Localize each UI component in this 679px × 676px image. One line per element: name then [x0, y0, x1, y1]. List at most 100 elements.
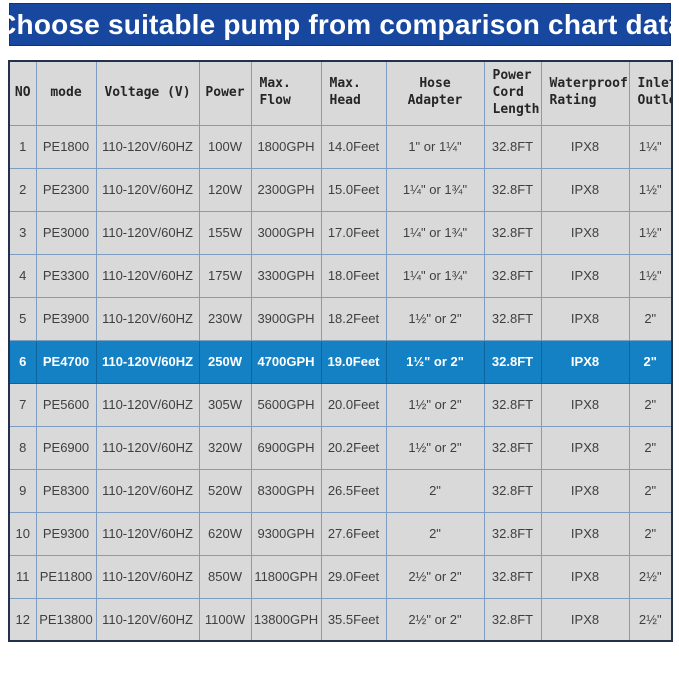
cell-power: 850W: [198, 554, 252, 599]
table-row: 2 PE2300 110-120V/60HZ 120W 2300GPH 15.0Feet 1…: [8, 167, 673, 212]
cell-voltage: 110-120V/60HZ: [95, 468, 200, 513]
cell-inlet_outlet: 1½": [628, 253, 673, 298]
cell-hose_adapter: 1½" or 2": [385, 382, 485, 427]
cell-inlet_outlet: 1½": [628, 210, 673, 255]
cell-no: 7: [8, 382, 37, 427]
cell-mode: PE11800: [35, 554, 97, 599]
cell-cord_length: 32.8FT: [483, 167, 542, 212]
column-header-mode: mode: [35, 60, 97, 126]
cell-hose_adapter: 1¼" or 1¾": [385, 167, 485, 212]
cell-mode: PE2300: [35, 167, 97, 212]
cell-max_head: 20.0Feet: [320, 382, 387, 427]
cell-inlet_outlet: 2½": [628, 597, 673, 642]
cell-inlet_outlet: 2": [628, 296, 673, 341]
cell-no: 6: [8, 339, 37, 384]
cell-power: 620W: [198, 511, 252, 556]
cell-mode: PE5600: [35, 382, 97, 427]
column-header-max_flow: Max. Flow: [250, 60, 322, 126]
cell-cord_length: 32.8FT: [483, 253, 542, 298]
cell-max_flow: 6900GPH: [250, 425, 322, 470]
cell-no: 4: [8, 253, 37, 298]
cell-cord_length: 32.8FT: [483, 382, 542, 427]
cell-hose_adapter: 2": [385, 468, 485, 513]
cell-waterproof: IPX8: [540, 425, 630, 470]
cell-power: 175W: [198, 253, 252, 298]
cell-power: 155W: [198, 210, 252, 255]
cell-hose_adapter: 1" or 1¼": [385, 124, 485, 169]
cell-mode: PE9300: [35, 511, 97, 556]
cell-no: 8: [8, 425, 37, 470]
cell-voltage: 110-120V/60HZ: [95, 167, 200, 212]
cell-cord_length: 32.8FT: [483, 597, 542, 642]
table-row: 3 PE3000 110-120V/60HZ 155W 3000GPH 17.0Feet 1…: [8, 210, 673, 255]
cell-max_flow: 4700GPH: [250, 339, 322, 384]
cell-no: 1: [8, 124, 37, 169]
cell-cord_length: 32.8FT: [483, 511, 542, 556]
cell-max_head: 17.0Feet: [320, 210, 387, 255]
cell-hose_adapter: 2": [385, 511, 485, 556]
cell-max_flow: 3300GPH: [250, 253, 322, 298]
table-row: 4 PE3300 110-120V/60HZ 175W 3300GPH 18.0Feet 1…: [8, 253, 673, 298]
cell-max_head: 18.2Feet: [320, 296, 387, 341]
page-title: Choose suitable pump from comparison cha…: [0, 8, 679, 40]
column-header-waterproof: Waterproof Rating: [540, 60, 630, 126]
pump-comparison-table: NO mode Voltage (V) Power Max. Flow Max. Head…: [8, 60, 673, 642]
cell-inlet_outlet: 1¼": [628, 124, 673, 169]
cell-voltage: 110-120V/60HZ: [95, 253, 200, 298]
cell-waterproof: IPX8: [540, 554, 630, 599]
cell-power: 120W: [198, 167, 252, 212]
cell-power: 1100W: [198, 597, 252, 642]
column-header-cord_length: Power Cord Length: [483, 60, 542, 126]
cell-voltage: 110-120V/60HZ: [95, 210, 200, 255]
cell-waterproof: IPX8: [540, 468, 630, 513]
cell-mode: PE3900: [35, 296, 97, 341]
cell-mode: PE1800: [35, 124, 97, 169]
cell-inlet_outlet: 2": [628, 339, 673, 384]
cell-max_flow: 2300GPH: [250, 167, 322, 212]
table-row: 9 PE8300 110-120V/60HZ 520W 8300GPH 26.5Feet 2…: [8, 468, 673, 513]
cell-waterproof: IPX8: [540, 167, 630, 212]
cell-max_head: 29.0Feet: [320, 554, 387, 599]
column-header-inlet_outlet: Inlet/ Outlet: [628, 60, 673, 126]
cell-cord_length: 32.8FT: [483, 425, 542, 470]
cell-power: 230W: [198, 296, 252, 341]
cell-max_head: 15.0Feet: [320, 167, 387, 212]
cell-voltage: 110-120V/60HZ: [95, 511, 200, 556]
cell-hose_adapter: 2½" or 2": [385, 597, 485, 642]
cell-voltage: 110-120V/60HZ: [95, 425, 200, 470]
cell-inlet_outlet: 2½": [628, 554, 673, 599]
cell-power: 305W: [198, 382, 252, 427]
cell-max_flow: 5600GPH: [250, 382, 322, 427]
cell-no: 11: [8, 554, 37, 599]
cell-hose_adapter: 1¼" or 1¾": [385, 210, 485, 255]
table-row: 10 PE9300 110-120V/60HZ 620W 9300GPH 27.6Feet…: [8, 511, 673, 556]
cell-inlet_outlet: 1½": [628, 167, 673, 212]
cell-mode: PE8300: [35, 468, 97, 513]
cell-cord_length: 32.8FT: [483, 339, 542, 384]
cell-max_flow: 8300GPH: [250, 468, 322, 513]
cell-max_head: 14.0Feet: [320, 124, 387, 169]
cell-voltage: 110-120V/60HZ: [95, 296, 200, 341]
cell-mode: PE4700: [35, 339, 97, 384]
cell-power: 520W: [198, 468, 252, 513]
cell-cord_length: 32.8FT: [483, 296, 542, 341]
table-row: 12 PE13800 110-120V/60HZ 1100W 13800GPH 35.5F…: [8, 597, 673, 642]
cell-max_head: 27.6Feet: [320, 511, 387, 556]
cell-max_flow: 13800GPH: [250, 597, 322, 642]
cell-max_head: 19.0Feet: [320, 339, 387, 384]
cell-hose_adapter: 1¼" or 1¾": [385, 253, 485, 298]
cell-no: 12: [8, 597, 37, 642]
cell-cord_length: 32.8FT: [483, 210, 542, 255]
cell-hose_adapter: 1½" or 2": [385, 425, 485, 470]
cell-inlet_outlet: 2": [628, 468, 673, 513]
cell-no: 2: [8, 167, 37, 212]
column-header-power: Power: [198, 60, 252, 126]
cell-waterproof: IPX8: [540, 511, 630, 556]
column-header-voltage: Voltage (V): [95, 60, 200, 126]
cell-voltage: 110-120V/60HZ: [95, 339, 200, 384]
cell-power: 100W: [198, 124, 252, 169]
cell-max_flow: 9300GPH: [250, 511, 322, 556]
cell-max_flow: 3000GPH: [250, 210, 322, 255]
cell-max_head: 20.2Feet: [320, 425, 387, 470]
